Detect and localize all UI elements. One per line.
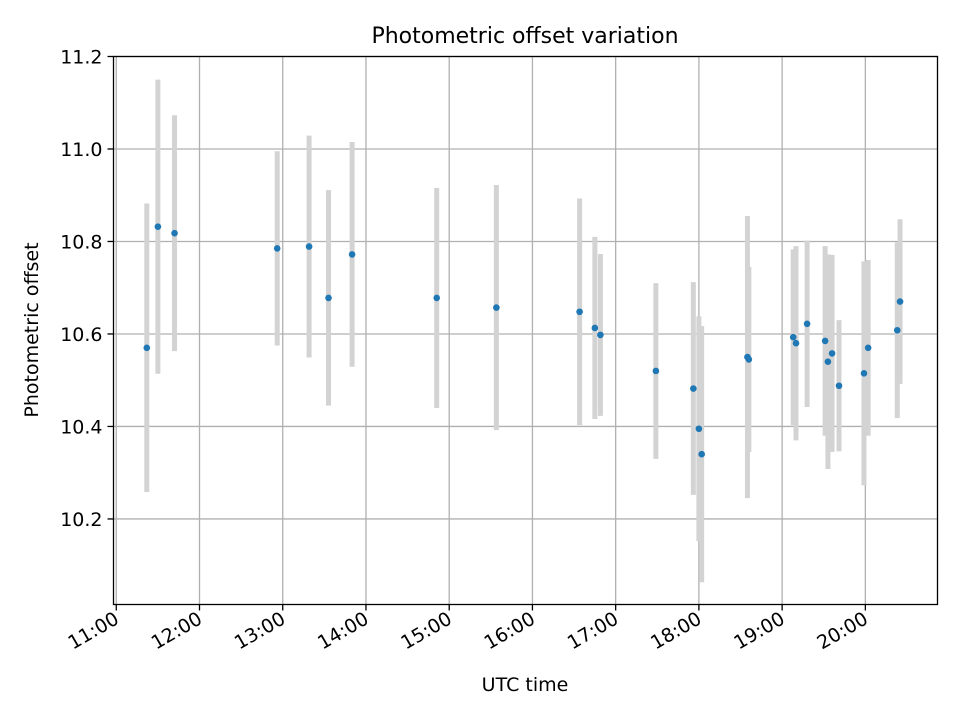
data-point	[864, 344, 872, 352]
data-point	[143, 344, 151, 352]
y-axis-ticks: 10.2 10.4 10.6 10.8 11.0 11.2	[60, 47, 114, 531]
data-point	[821, 337, 829, 345]
data-point	[803, 320, 811, 328]
y-tick-label: 10.4	[60, 416, 102, 438]
data-point	[493, 304, 500, 311]
x-tick-label: 14:00	[314, 608, 372, 654]
error-bars	[144, 79, 903, 583]
y-tick-label: 11.0	[60, 139, 102, 161]
data-points	[143, 223, 904, 458]
plot-frame	[112, 55, 939, 606]
y-tick-label: 10.2	[60, 509, 102, 531]
data-point	[828, 350, 836, 357]
data-point	[860, 369, 868, 377]
data-point	[591, 324, 599, 332]
x-tick-label: 18:00	[647, 608, 705, 654]
data-point	[305, 243, 313, 250]
data-point	[597, 331, 604, 339]
y-tick-label: 10.8	[60, 231, 102, 253]
data-point	[652, 367, 660, 375]
data-point	[792, 339, 800, 347]
x-tick-label: 13:00	[231, 608, 289, 654]
data-point	[154, 223, 162, 230]
x-tick-label: 12:00	[148, 608, 206, 654]
data-point	[325, 294, 332, 302]
data-point	[789, 333, 797, 341]
data-point	[695, 425, 703, 433]
y-tick-label: 11.2	[60, 47, 102, 69]
x-tick-label: 20:00	[813, 608, 871, 654]
data-point	[690, 385, 697, 392]
data-point	[824, 358, 832, 366]
x-tick-label: 15:00	[397, 608, 455, 654]
y-tick-label: 10.6	[60, 324, 102, 346]
x-axis-ticks: 11:00 12:00 13:00 14:00 15:00 16:00 17:00 18:00…	[64, 604, 872, 654]
chart-title: Photometric offset variation	[371, 24, 678, 49]
data-point	[576, 308, 583, 316]
data-point	[835, 382, 843, 390]
x-tick-label: 19:00	[730, 608, 788, 654]
data-point	[171, 229, 178, 237]
data-point	[896, 298, 904, 305]
data-point	[348, 251, 356, 258]
data-point	[698, 450, 705, 458]
x-tick-label: 16:00	[481, 608, 539, 654]
data-point	[433, 294, 441, 302]
x-tick-label: 11:00	[64, 608, 122, 654]
x-tick-label: 17:00	[564, 608, 622, 654]
data-point	[893, 326, 901, 334]
data-point	[273, 245, 281, 252]
grid-lines	[113, 55, 938, 605]
data-point	[745, 356, 753, 363]
x-axis-label: UTC time	[482, 674, 569, 696]
y-axis-label: Photometric offset	[21, 242, 43, 417]
